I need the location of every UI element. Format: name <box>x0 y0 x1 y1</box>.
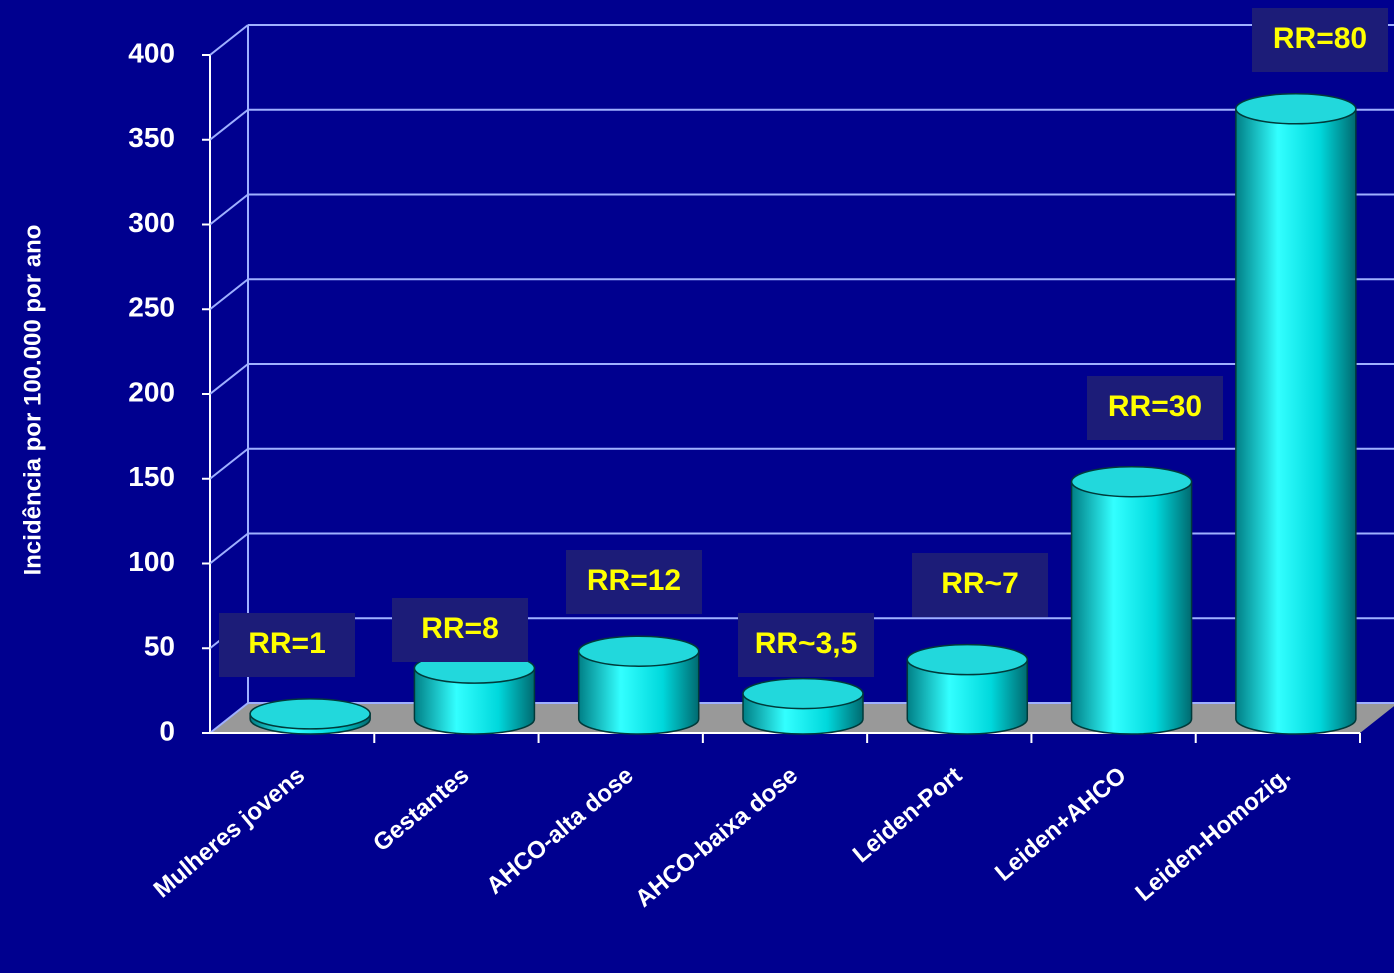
annotation: RR=12 <box>587 564 681 597</box>
bar <box>906 658 1029 735</box>
annotation-box <box>738 613 874 677</box>
y-tick-label: 100 <box>128 546 175 577</box>
y-tick-label: 200 <box>128 376 175 407</box>
bar <box>1070 480 1193 735</box>
bar-top <box>249 698 371 730</box>
y-tick-label: 300 <box>128 207 175 238</box>
annotation-box <box>912 553 1048 617</box>
y-axis-label: Incidência por 100.000 por ano <box>19 225 46 576</box>
bar <box>1235 108 1357 735</box>
annotation: RR~7 <box>941 567 1019 600</box>
annotation-box <box>1252 8 1388 72</box>
annotation-box <box>566 550 702 614</box>
annotation: RR=1 <box>248 627 326 660</box>
annotation: RR~3,5 <box>755 627 858 660</box>
y-tick-label: 400 <box>128 37 175 68</box>
grid-line-side <box>209 363 249 395</box>
y-tick-label: 350 <box>128 122 175 153</box>
bar-top <box>577 635 700 667</box>
grid-line-side <box>209 108 249 141</box>
y-tick-label: 0 <box>159 715 175 746</box>
y-tick-label: 250 <box>128 292 175 323</box>
grid-line-side <box>209 702 249 734</box>
annotation-box <box>219 613 355 677</box>
grid-line-side <box>209 193 249 226</box>
bar-top <box>1070 465 1193 498</box>
bar-top <box>742 677 864 710</box>
annotation: RR=80 <box>1273 22 1367 55</box>
grid-line-side <box>209 278 249 311</box>
bar-top <box>906 643 1029 676</box>
annotation-box <box>392 598 528 662</box>
grid-line-side <box>209 24 249 56</box>
annotation: RR=8 <box>421 612 499 645</box>
annotation: RR=30 <box>1108 390 1202 423</box>
bar <box>577 650 700 735</box>
bar-top <box>1235 93 1357 125</box>
annotation-box <box>1087 376 1223 440</box>
grid-line-side <box>209 447 249 480</box>
y-tick-label: 150 <box>128 461 175 492</box>
y-tick-label: 50 <box>144 631 175 662</box>
bar <box>413 667 536 735</box>
grid-line-side <box>209 532 249 565</box>
